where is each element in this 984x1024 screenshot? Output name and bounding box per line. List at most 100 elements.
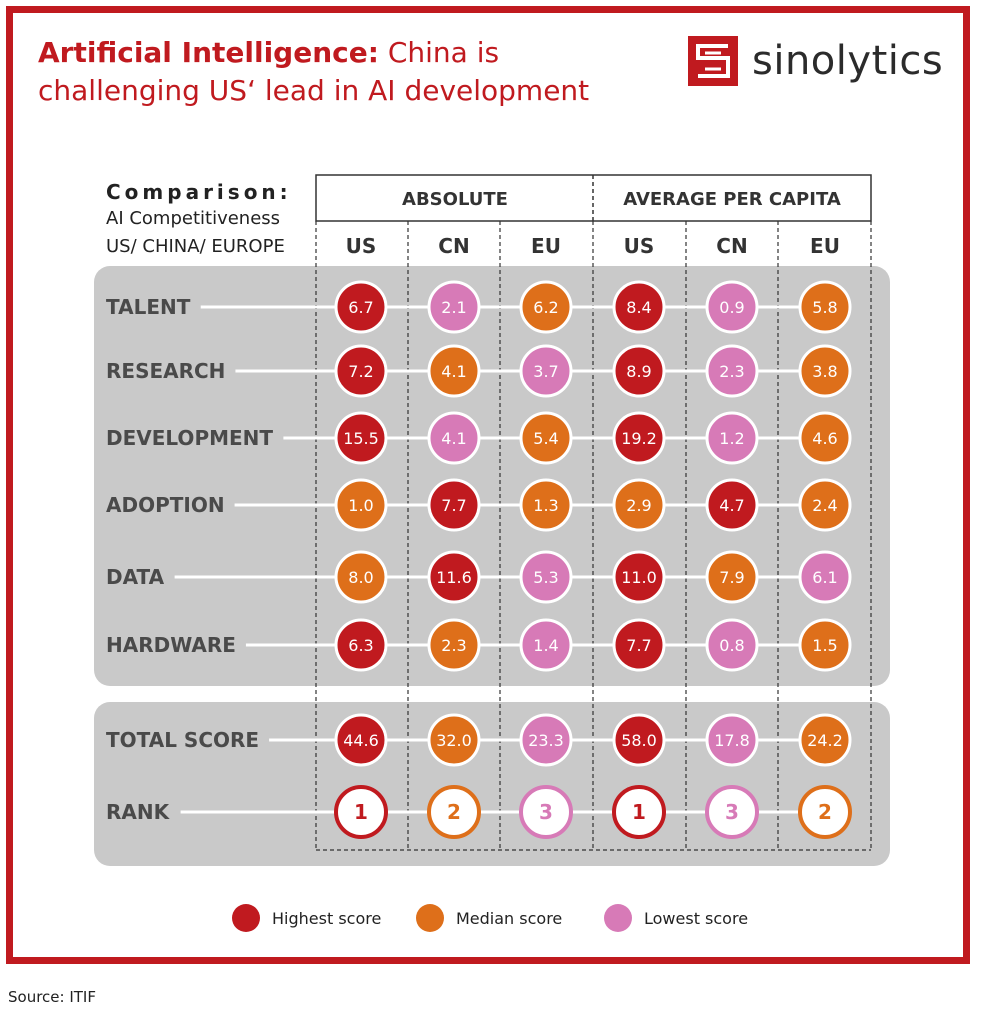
rank-value: 2 <box>447 800 461 824</box>
score-value: 4.7 <box>719 496 744 515</box>
score-marker <box>705 411 759 465</box>
score-marker <box>334 618 388 672</box>
score-marker <box>519 344 573 398</box>
rank-label-0: RANK <box>106 800 171 824</box>
score-marker <box>334 344 388 398</box>
row-label-4: DATA <box>106 565 165 589</box>
page-title: Artificial Intelligence: China is challe… <box>38 34 589 110</box>
score-marker <box>612 550 666 604</box>
comparison-title: Comparison: <box>106 180 292 204</box>
rank-marker <box>798 785 852 839</box>
score-marker <box>334 713 388 767</box>
score-value: 6.7 <box>348 298 373 317</box>
score-value: 32.0 <box>436 731 472 750</box>
rank-value: 2 <box>818 800 832 824</box>
panel-gap <box>94 686 890 702</box>
score-marker <box>427 344 481 398</box>
score-marker <box>519 280 573 334</box>
score-value: 24.2 <box>807 731 843 750</box>
row-label-0: TALENT <box>106 295 191 319</box>
score-value: 23.3 <box>528 731 564 750</box>
rank-value: 3 <box>539 800 553 824</box>
group-label-absolute: ABSOLUTE <box>402 189 508 210</box>
score-value: 2.3 <box>719 362 744 381</box>
score-marker <box>705 713 759 767</box>
score-marker <box>798 713 852 767</box>
score-marker <box>612 411 666 465</box>
score-value: 3.8 <box>812 362 837 381</box>
score-value: 15.5 <box>343 429 379 448</box>
score-marker <box>798 411 852 465</box>
score-marker <box>519 478 573 532</box>
comparison-subtitle-2: US/ CHINA/ EUROPE <box>106 236 285 257</box>
score-value: 11.6 <box>436 568 472 587</box>
score-marker <box>798 478 852 532</box>
score-marker <box>519 713 573 767</box>
sinolytics-logo-icon <box>688 36 738 86</box>
group-label-per-capita: AVERAGE PER CAPITA <box>623 189 841 210</box>
title-bold: Artificial Intelligence: <box>38 36 379 69</box>
column-header-per-capita-eu: EU <box>810 234 840 258</box>
legend-label-lowest: Lowest score <box>644 908 749 928</box>
column-header-absolute-us: US <box>346 234 377 258</box>
legend-item-highest: Highest score <box>232 904 381 932</box>
score-marker <box>705 618 759 672</box>
brand-name: sinolytics <box>752 38 944 84</box>
column-header-absolute-eu: EU <box>531 234 561 258</box>
score-value: 6.1 <box>812 568 837 587</box>
score-value: 8.9 <box>626 362 651 381</box>
rank-value: 1 <box>632 800 646 824</box>
score-marker <box>427 478 481 532</box>
legend-label-median: Median score <box>456 908 563 928</box>
score-value: 0.9 <box>719 298 744 317</box>
score-value: 5.8 <box>812 298 837 317</box>
score-value: 6.3 <box>348 636 373 655</box>
score-marker <box>798 550 852 604</box>
score-value: 2.3 <box>441 636 466 655</box>
score-value: 1.5 <box>812 636 837 655</box>
column-header-per-capita-us: US <box>624 234 655 258</box>
score-marker <box>705 550 759 604</box>
score-marker <box>427 280 481 334</box>
score-value: 5.3 <box>533 568 558 587</box>
score-value: 11.0 <box>621 568 657 587</box>
score-marker <box>427 618 481 672</box>
score-marker <box>612 618 666 672</box>
score-marker <box>427 713 481 767</box>
score-marker <box>798 280 852 334</box>
rank-marker <box>334 785 388 839</box>
score-marker <box>612 713 666 767</box>
score-marker <box>798 344 852 398</box>
score-value: 7.7 <box>441 496 466 515</box>
legend-dot-highest <box>232 904 260 932</box>
score-value: 1.3 <box>533 496 558 515</box>
score-value: 19.2 <box>621 429 657 448</box>
score-value: 4.1 <box>441 429 466 448</box>
rank-marker <box>519 785 573 839</box>
rank-marker <box>427 785 481 839</box>
score-value: 4.6 <box>812 429 837 448</box>
rank-marker <box>612 785 666 839</box>
score-marker <box>427 550 481 604</box>
score-value: 58.0 <box>621 731 657 750</box>
row-label-3: ADOPTION <box>106 493 225 517</box>
score-marker <box>334 478 388 532</box>
score-marker <box>334 550 388 604</box>
legend-dot-median <box>416 904 444 932</box>
score-value: 3.7 <box>533 362 558 381</box>
score-value: 7.9 <box>719 568 744 587</box>
legend-item-lowest: Lowest score <box>604 904 748 932</box>
score-value: 4.1 <box>441 362 466 381</box>
score-value: 6.2 <box>533 298 558 317</box>
score-marker <box>705 478 759 532</box>
total-label-0: TOTAL SCORE <box>106 728 259 752</box>
score-value: 2.1 <box>441 298 466 317</box>
score-marker <box>427 411 481 465</box>
score-value: 8.4 <box>626 298 651 317</box>
scores-panel <box>94 266 890 686</box>
row-label-5: HARDWARE <box>106 633 236 657</box>
score-marker <box>612 478 666 532</box>
score-value: 1.2 <box>719 429 744 448</box>
score-marker <box>612 280 666 334</box>
